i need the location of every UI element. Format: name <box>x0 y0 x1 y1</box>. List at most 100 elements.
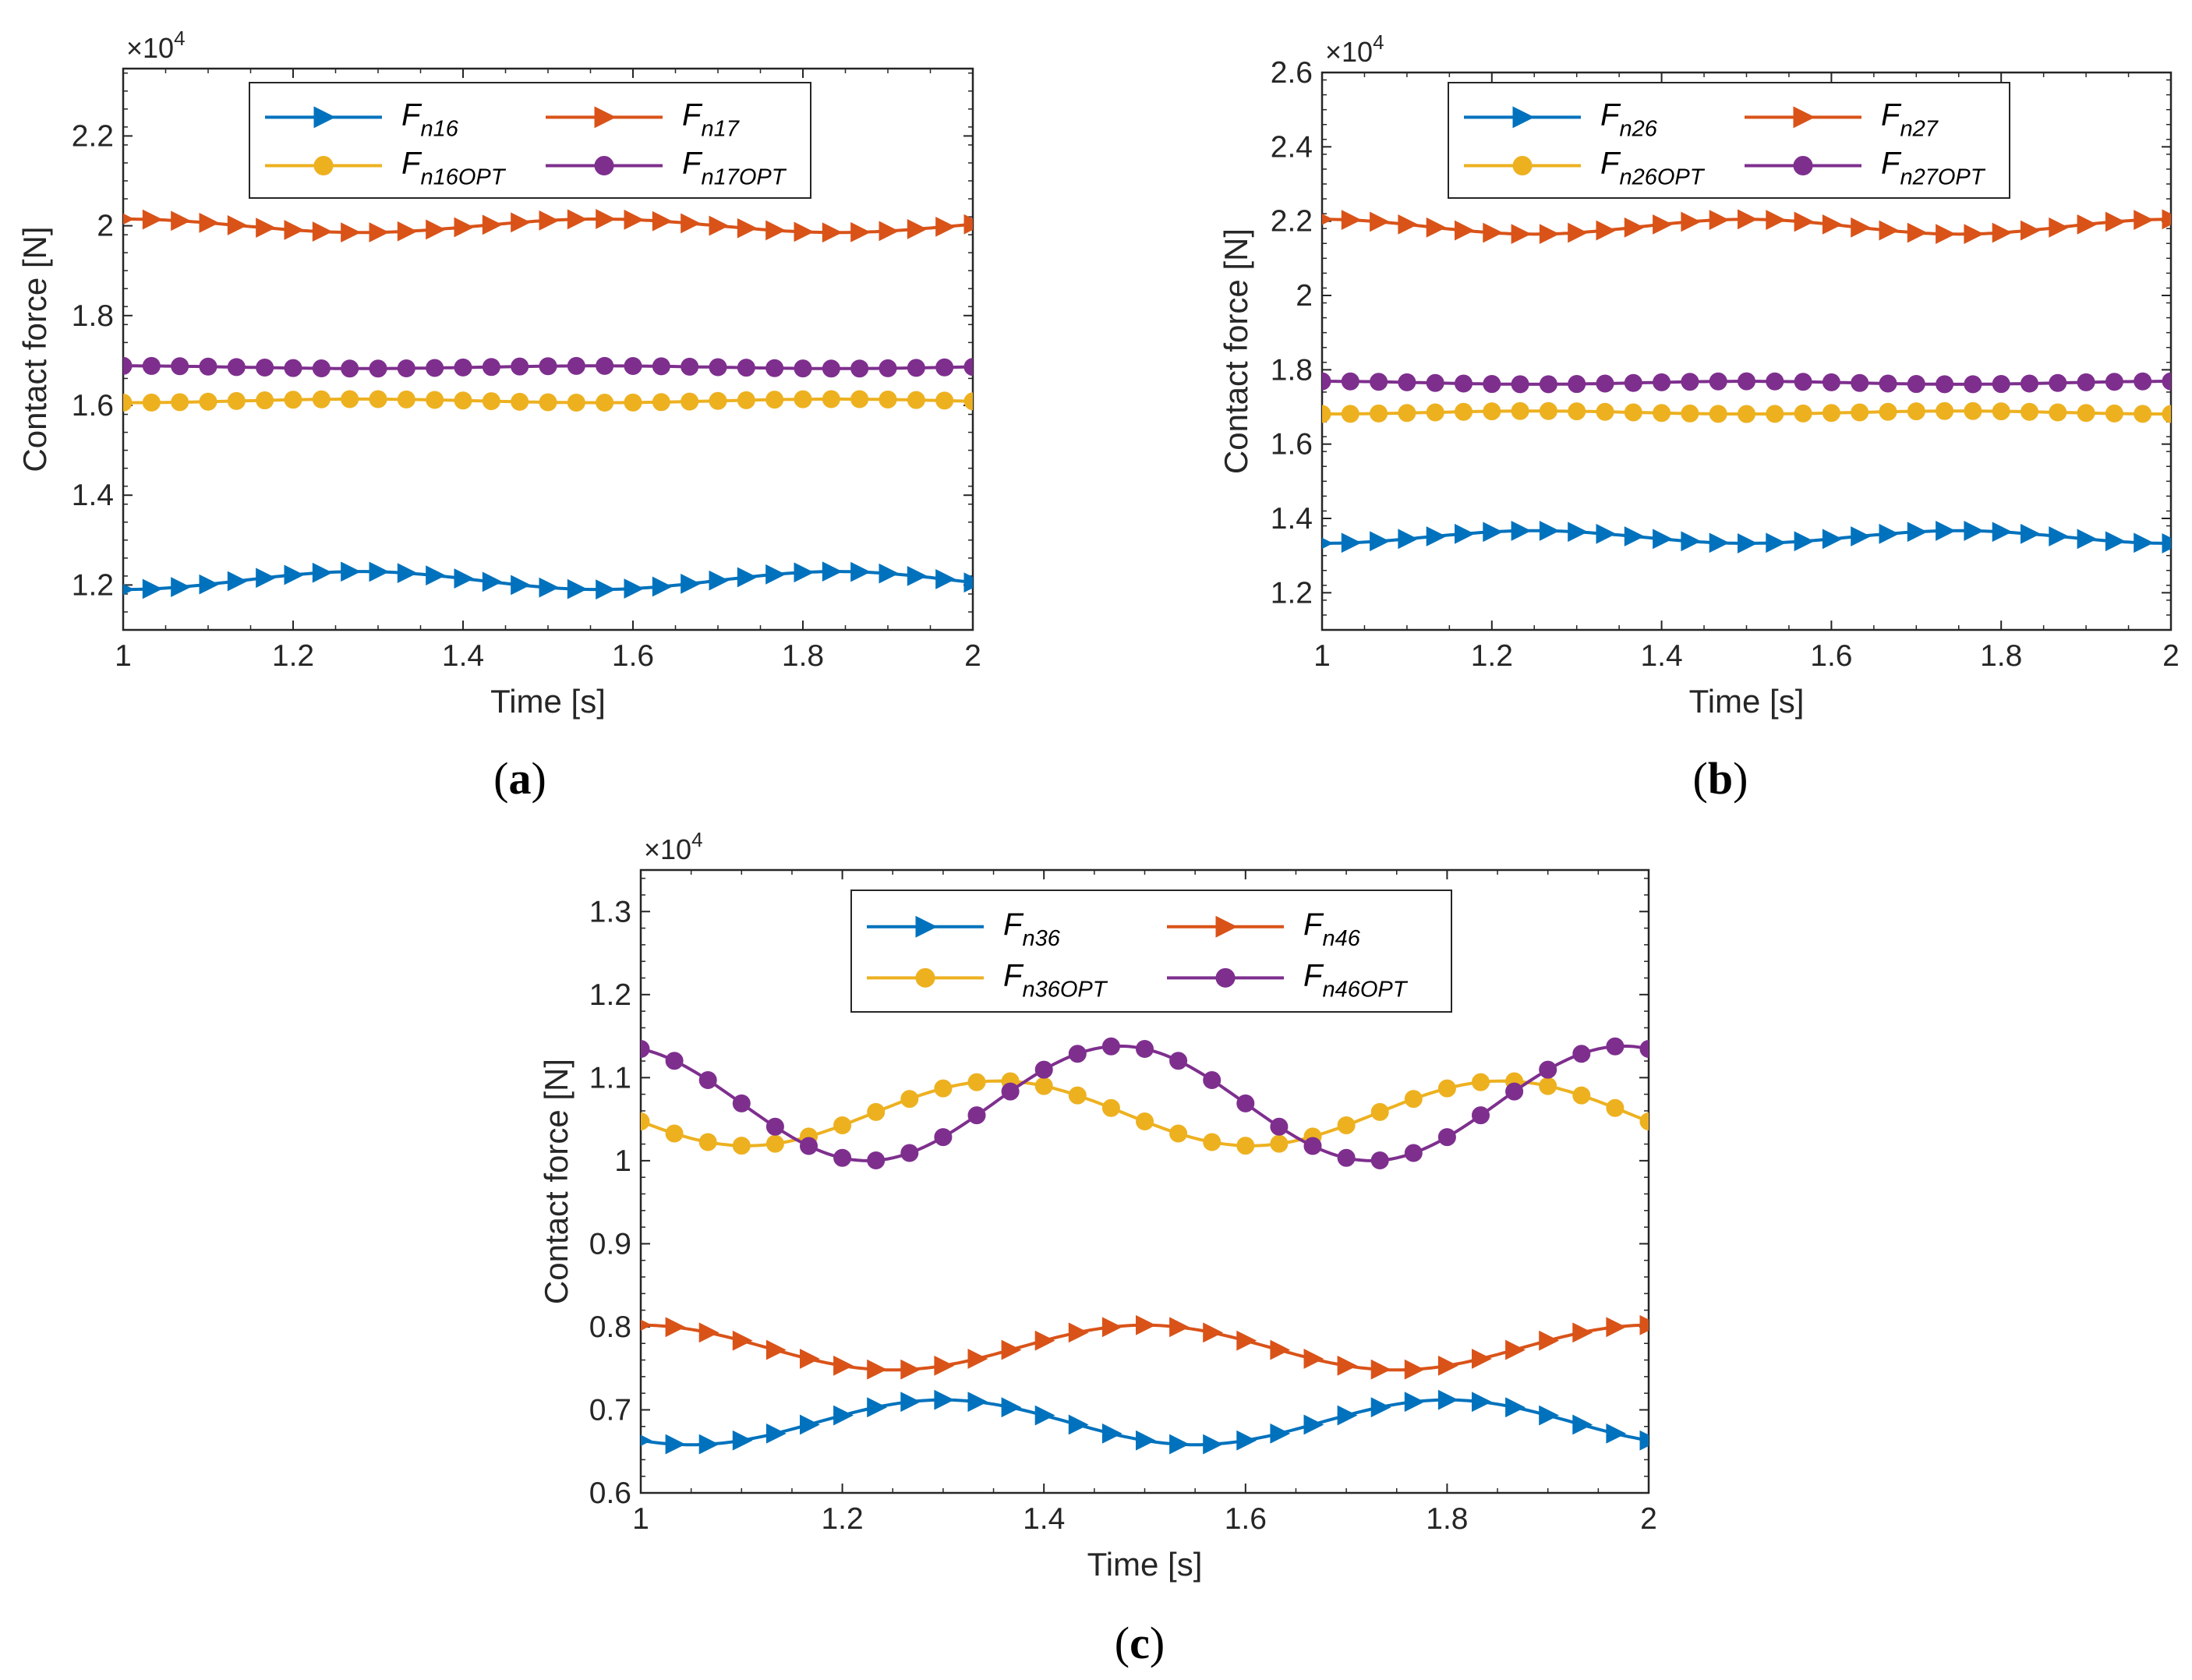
x-tick-label: 1.6 <box>1810 639 1852 673</box>
data-point <box>1879 402 1897 421</box>
data-point <box>1794 373 1812 391</box>
data-point <box>2105 531 2126 552</box>
data-point <box>1709 210 1730 231</box>
data-point <box>596 209 616 229</box>
panel-caption: (c) <box>1115 1618 1165 1668</box>
data-point <box>967 1073 986 1091</box>
y-axis-label: Contact force [N] <box>1218 228 1254 474</box>
data-point <box>1370 1359 1391 1380</box>
data-point <box>1907 402 1925 421</box>
data-point <box>794 221 815 242</box>
x-tick-label: 1.6 <box>612 639 654 673</box>
data-point <box>454 358 472 377</box>
y-tick-label: 1.3 <box>589 895 631 928</box>
data-point <box>1270 1339 1291 1360</box>
data-point <box>709 215 730 236</box>
x-tick-label: 2 <box>964 639 981 673</box>
data-point <box>1681 531 1702 552</box>
data-point <box>1879 523 1900 544</box>
series-Fn36 <box>641 1389 1649 1455</box>
series-Fn16OPT <box>123 390 973 412</box>
data-point <box>1539 520 1560 541</box>
data-point <box>698 1434 719 1455</box>
data-point <box>171 393 189 412</box>
data-point <box>907 565 928 586</box>
data-point <box>1992 522 2013 543</box>
data-point <box>1822 214 1843 235</box>
x-tick-label: 1.8 <box>782 639 824 673</box>
y-tick-label: 1.2 <box>589 978 631 1012</box>
y-tick-label: 2.4 <box>1271 130 1313 164</box>
data-point <box>2134 405 2152 423</box>
data-point <box>1596 402 1614 421</box>
data-point <box>1653 404 1671 423</box>
data-point <box>1341 210 1362 231</box>
legend-item: Fn36 <box>867 907 1061 951</box>
data-point <box>1766 405 1784 423</box>
data-point <box>1426 373 1444 392</box>
data-point <box>1992 402 2010 421</box>
series-group <box>641 1037 1649 1455</box>
data-point <box>426 565 446 586</box>
data-point <box>1738 533 1758 554</box>
data-point <box>227 215 248 235</box>
data-point <box>681 392 699 411</box>
y-tick-label: 1.8 <box>72 299 114 333</box>
data-point <box>732 1094 751 1112</box>
data-point <box>2077 373 2095 391</box>
data-point <box>1303 1414 1324 1435</box>
data-point <box>2134 372 2152 391</box>
data-point <box>341 222 361 243</box>
data-point <box>2077 214 2098 235</box>
data-point <box>1738 209 1758 230</box>
data-point <box>482 214 503 235</box>
data-point <box>1404 1090 1423 1109</box>
data-point <box>284 220 305 240</box>
data-point <box>1606 1098 1625 1117</box>
data-point <box>1539 224 1560 245</box>
data-point <box>1936 520 1956 541</box>
data-point <box>1964 375 1982 394</box>
data-point <box>907 359 925 377</box>
data-point <box>665 1124 684 1143</box>
data-point <box>256 568 276 589</box>
data-point <box>1398 529 1419 550</box>
data-point <box>1203 1322 1224 1343</box>
data-point <box>833 1355 854 1376</box>
data-point <box>963 358 973 377</box>
data-point <box>1568 402 1586 421</box>
data-point <box>1992 375 2010 394</box>
data-point <box>1303 1137 1322 1155</box>
data-point <box>765 1423 787 1444</box>
y-tick-label: 0.8 <box>589 1310 631 1344</box>
legend-item: Fn26OPT <box>1464 147 1706 190</box>
legend-label: Fn17OPT <box>682 147 787 190</box>
data-point <box>1936 401 1954 420</box>
x-axis-label: Time [s] <box>1689 683 1805 720</box>
data-point <box>934 1355 955 1376</box>
data-point <box>737 567 758 588</box>
data-point <box>341 561 361 582</box>
data-point <box>850 221 871 242</box>
data-point <box>765 564 786 585</box>
data-point <box>732 1430 753 1451</box>
data-point <box>369 561 390 582</box>
data-point <box>1851 217 1872 238</box>
data-point <box>567 209 588 230</box>
data-point <box>934 1079 953 1098</box>
data-point <box>765 1117 784 1136</box>
data-point <box>1203 1133 1222 1151</box>
legend-label: Fn26 <box>1600 97 1658 141</box>
legend-label: Fn16OPT <box>401 147 507 190</box>
data-point <box>1794 404 1812 423</box>
data-point <box>482 358 500 377</box>
data-point <box>1851 403 1869 422</box>
data-point <box>1136 1112 1154 1130</box>
data-point <box>171 577 191 597</box>
y-axis-label: Contact force [N] <box>538 1059 575 1304</box>
data-point <box>1639 1039 1649 1058</box>
data-point <box>397 390 415 409</box>
data-point <box>800 1414 820 1435</box>
legend-box <box>850 890 1452 1013</box>
data-point <box>1370 1151 1389 1169</box>
